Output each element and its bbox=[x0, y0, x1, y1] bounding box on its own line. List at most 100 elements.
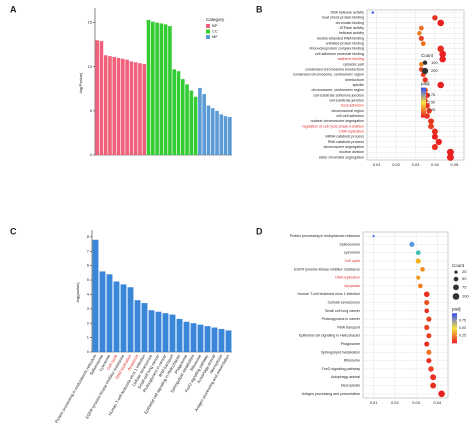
dot bbox=[422, 77, 428, 83]
bar bbox=[159, 23, 164, 155]
bar bbox=[99, 41, 104, 155]
dot bbox=[426, 349, 432, 355]
dot bbox=[424, 341, 430, 347]
panel-letter: C bbox=[10, 226, 17, 236]
dot bbox=[431, 144, 438, 151]
dot bbox=[428, 118, 434, 125]
bar bbox=[113, 281, 120, 352]
dot bbox=[446, 148, 454, 156]
y-tick-label: EGFR tyrosine kinase inhibitor resistanc… bbox=[294, 267, 360, 271]
panel-letter: B bbox=[256, 4, 263, 14]
bar bbox=[190, 323, 197, 352]
bar bbox=[112, 57, 117, 155]
dot bbox=[419, 62, 424, 67]
y-tick-label: sister chromatid segregation bbox=[319, 155, 364, 159]
bar bbox=[225, 330, 232, 352]
bar bbox=[168, 26, 172, 155]
bar bbox=[176, 318, 183, 352]
y-tick-label: chromosome, centromeric region bbox=[311, 88, 364, 92]
colorbar-label: 0.50 bbox=[428, 101, 435, 105]
y-tick-label: 5 bbox=[90, 108, 93, 113]
x-tick-label: 0.01 bbox=[370, 400, 379, 405]
bar bbox=[204, 326, 211, 352]
colorbar-label: 0.25 bbox=[459, 334, 466, 338]
y-tick-label: Ribosome bbox=[344, 359, 360, 363]
panel-letter: A bbox=[10, 4, 17, 14]
size-legend-label: 75 bbox=[462, 284, 467, 289]
bar bbox=[169, 314, 176, 352]
dot bbox=[426, 316, 432, 322]
bar bbox=[141, 303, 148, 352]
y-tick-label: 4 bbox=[87, 292, 90, 297]
y-tick-label: nuclear division bbox=[339, 150, 364, 154]
y-tick-label: Apoptosis bbox=[344, 284, 360, 288]
size-legend-dot bbox=[454, 270, 458, 274]
bar bbox=[138, 63, 142, 155]
dot bbox=[424, 299, 430, 306]
y-tick-label: chromosome segregation bbox=[323, 145, 364, 149]
dot bbox=[437, 45, 444, 53]
dot bbox=[415, 258, 421, 264]
y-tick-label: condensed chromosome kinetochore bbox=[305, 67, 364, 71]
y-tick-label: cadherin binding bbox=[338, 57, 364, 61]
bar bbox=[211, 327, 218, 352]
y-tick-label: helicase activity bbox=[339, 31, 364, 35]
y-tick-label: nuclear chromosome segregation bbox=[311, 119, 364, 123]
dot bbox=[430, 374, 437, 381]
size-legend-dot bbox=[453, 276, 459, 282]
y-tick-label: Protein processing in endoplasmic reticu… bbox=[290, 234, 360, 238]
y-tick-label: Small cell lung cancer bbox=[325, 309, 361, 313]
size-legend-label: 200 bbox=[431, 68, 438, 73]
dot bbox=[428, 123, 434, 130]
y-tick-label: focal adhesion bbox=[341, 104, 364, 108]
bar bbox=[108, 56, 112, 155]
colorbar-label: 0.75 bbox=[459, 319, 466, 323]
dot bbox=[428, 366, 434, 372]
x-tick-label: 0.02 bbox=[392, 162, 401, 167]
legend-label: MF bbox=[212, 34, 218, 39]
x-tick-label: 0.01 bbox=[373, 162, 382, 167]
y-tick-label: ribonucleoprotein complex binding bbox=[309, 47, 364, 51]
y-tick-label: DNA replication bbox=[335, 276, 360, 280]
y-tick-label: Proteoglycans in cancer bbox=[322, 317, 361, 321]
y-tick-label: RNA catabolic process bbox=[328, 140, 364, 144]
y-tick-label: 5 bbox=[87, 277, 90, 282]
y-tick-label: 3 bbox=[87, 306, 90, 311]
dot bbox=[415, 250, 421, 256]
y-tick-label: Human T-cell leukemia virus 1 infection bbox=[298, 292, 360, 296]
dot bbox=[424, 324, 430, 331]
bar bbox=[127, 287, 134, 352]
colorbar-label: 0.75 bbox=[428, 93, 435, 97]
bar bbox=[202, 94, 206, 155]
bar bbox=[176, 71, 181, 155]
bar bbox=[180, 79, 185, 155]
size-legend-dot bbox=[421, 67, 429, 75]
dot bbox=[416, 275, 421, 280]
size-legend-dot bbox=[422, 60, 428, 65]
bar bbox=[146, 19, 151, 156]
bar bbox=[106, 274, 113, 352]
bar bbox=[129, 61, 134, 155]
bar bbox=[134, 300, 141, 352]
y-tick-label: Cellular senescence bbox=[328, 301, 360, 305]
bar bbox=[95, 40, 99, 155]
dot bbox=[409, 241, 415, 248]
y-tick-label: 2 bbox=[87, 320, 90, 325]
bar bbox=[218, 328, 225, 352]
y-tick-label: FoxO signaling pathway bbox=[322, 367, 361, 371]
color-legend-title: padj bbox=[452, 306, 461, 311]
bar bbox=[103, 55, 108, 156]
dot bbox=[439, 50, 446, 58]
y-tick-label: mRNA catabolic process bbox=[325, 135, 364, 139]
dot bbox=[420, 41, 426, 47]
bar bbox=[210, 108, 215, 155]
dot bbox=[430, 382, 437, 389]
size-legend-title: Count bbox=[421, 53, 434, 58]
bar bbox=[120, 284, 127, 352]
x-tick-label: 0.04 bbox=[433, 400, 442, 405]
y-tick-label: 8 bbox=[87, 234, 90, 239]
y-tick-label: 6 bbox=[87, 263, 90, 268]
dot bbox=[424, 308, 430, 314]
y-tick-label: unfolded protein binding bbox=[326, 42, 364, 46]
